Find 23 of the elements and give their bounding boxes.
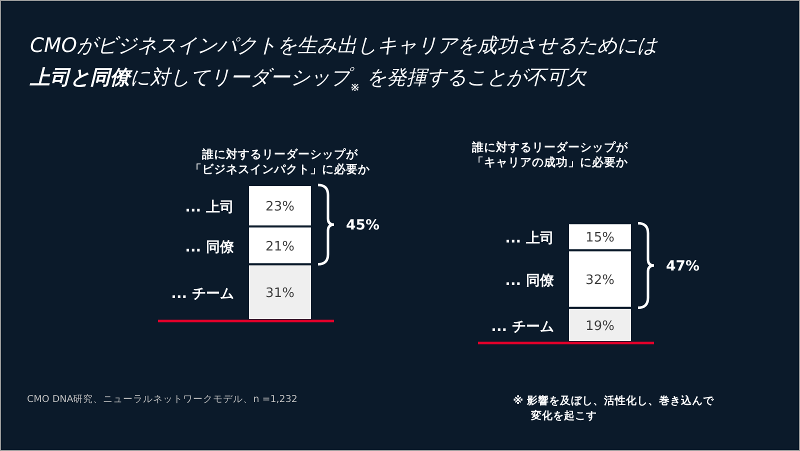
chart-title: 誰に対するリーダーシップが — [471, 140, 629, 154]
text: 47% — [666, 258, 700, 274]
series-label: ... 同僚 — [505, 273, 555, 289]
series-label: ... チーム — [171, 286, 234, 302]
data-label: 23% — [266, 200, 294, 215]
data-label: 15% — [586, 230, 614, 246]
series-label: ... 上司 — [505, 230, 554, 247]
series-label: ... 上司 — [185, 200, 234, 216]
chart-subtitle: 「キャリアの成功」に必要か — [472, 155, 629, 169]
text: 45% — [346, 218, 380, 234]
chart-title: 誰に対するリーダーシップが — [201, 147, 359, 161]
text: ※ 影響を及ぼし、活性化し、巻き込んで — [513, 394, 715, 407]
text: 上司と同僚に対してリーダーシップ$_{※}$ を発揮することが不可欠 — [29, 65, 588, 94]
data-label: 31% — [266, 286, 294, 302]
series-label: ... 同僚 — [185, 239, 235, 256]
data-label: 32% — [586, 273, 614, 288]
data-label: 19% — [586, 318, 614, 334]
text: 変化を起こす — [530, 409, 597, 422]
text: CMOがビジネスインパクトを生み出しキャリアを成功させるためには — [30, 33, 658, 57]
series-label: ... チーム — [491, 318, 554, 335]
chart-subtitle: 「ビジネスインパクト」に必要か — [190, 162, 371, 176]
data-label: 21% — [266, 239, 294, 254]
text: CMO DNA研究、ニューラルネットワークモデル、n =1,232 — [27, 393, 298, 405]
